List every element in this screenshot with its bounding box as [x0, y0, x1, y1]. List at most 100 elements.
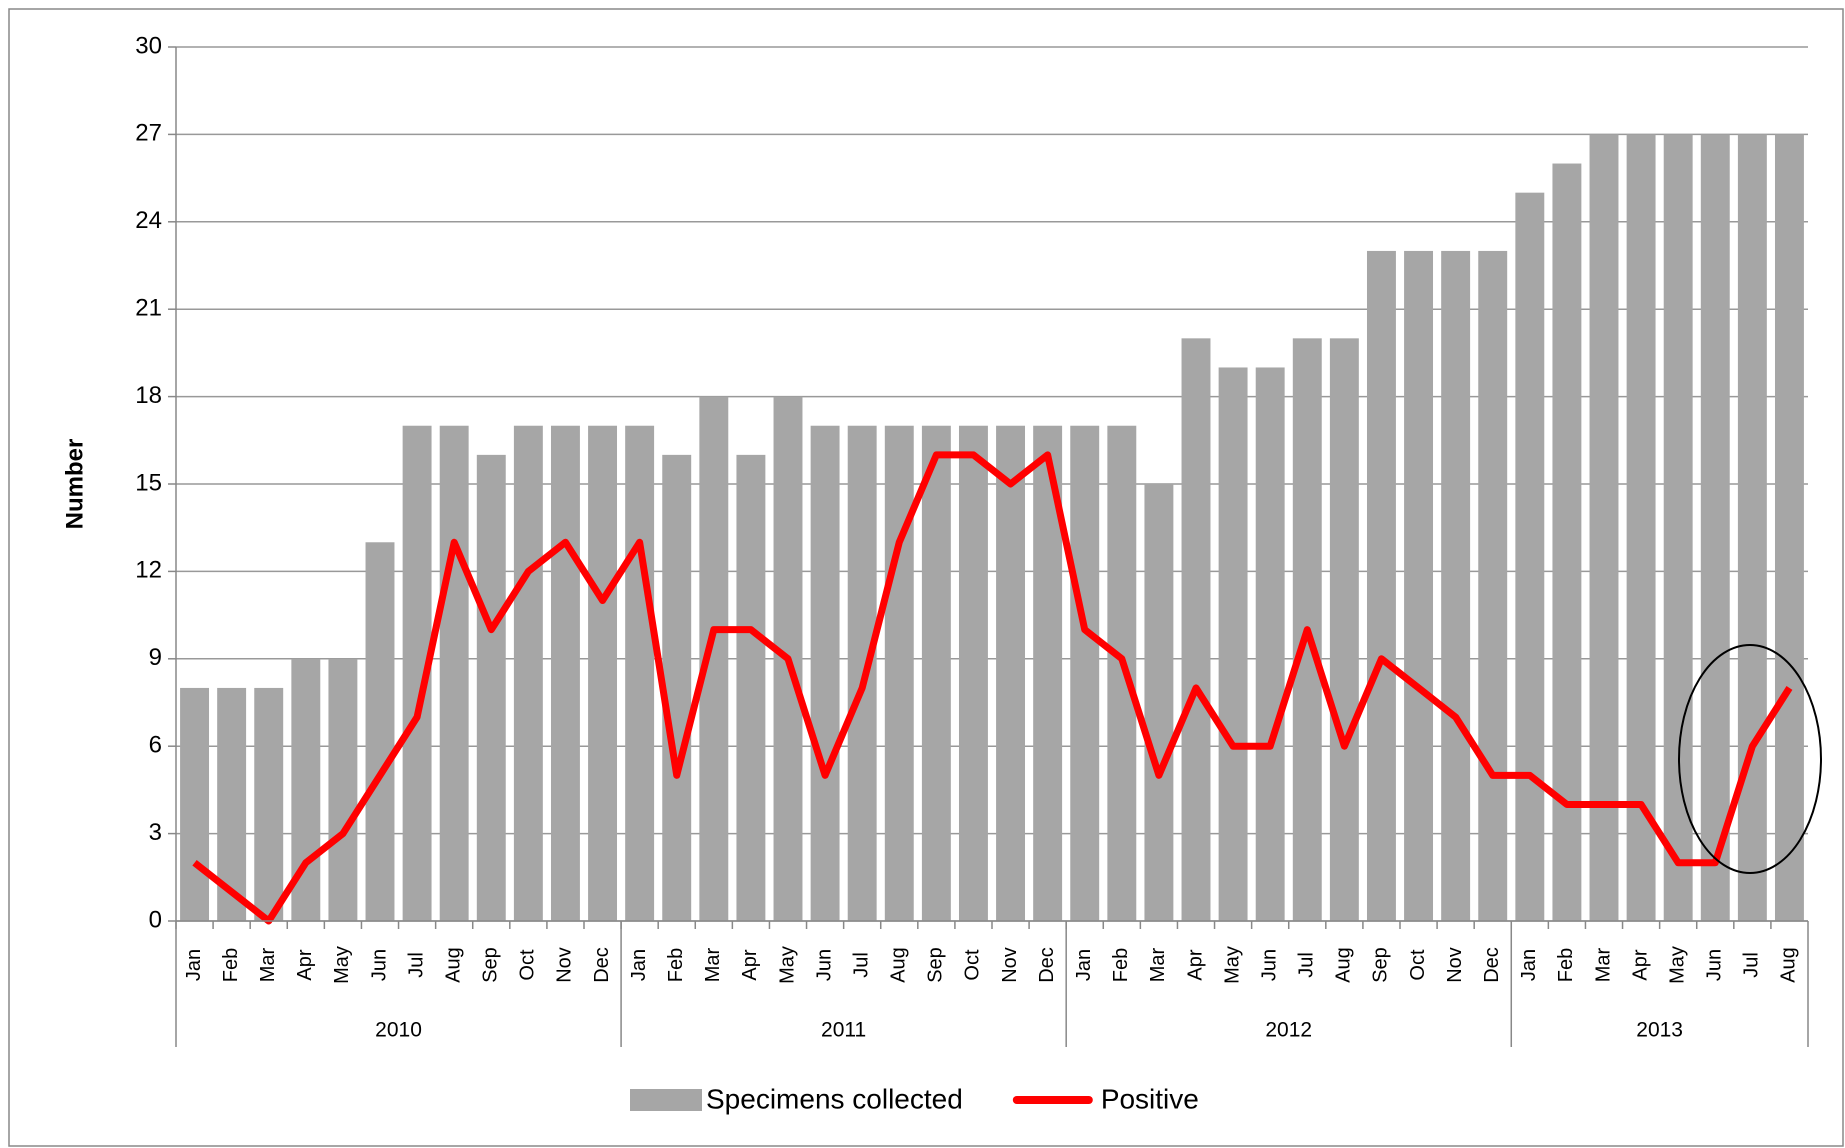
- y-tick-label: 9: [149, 644, 162, 671]
- bar: [1663, 134, 1693, 921]
- bar: [1700, 134, 1730, 921]
- bar: [365, 542, 395, 921]
- bar: [550, 425, 580, 921]
- y-tick-label: 21: [135, 295, 162, 322]
- bar: [513, 425, 543, 921]
- bar: [1107, 425, 1137, 921]
- y-tick-label: 3: [149, 819, 162, 846]
- bar: [180, 687, 210, 921]
- bar: [1589, 134, 1619, 921]
- bar: [1144, 484, 1174, 921]
- bar: [254, 687, 284, 921]
- y-tick-label: 12: [135, 557, 162, 584]
- x-tick-label: Jun: [1704, 949, 1726, 981]
- bar: [588, 425, 618, 921]
- bar: [1255, 367, 1285, 921]
- bar: [1737, 134, 1767, 921]
- x-tick-label: Feb: [220, 948, 242, 982]
- bar: [1218, 367, 1248, 921]
- x-tick-label: Jul: [850, 952, 872, 978]
- bar: [884, 425, 914, 921]
- bar: [625, 425, 655, 921]
- bar: [736, 454, 766, 921]
- x-tick-label: Mar: [257, 947, 279, 982]
- x-tick-label: Jul: [1741, 952, 1763, 978]
- bar: [921, 425, 951, 921]
- y-axis-label: Number: [61, 439, 88, 530]
- x-tick-label: May: [1666, 946, 1688, 984]
- y-tick-label: 15: [135, 469, 162, 496]
- y-tick-label: 18: [135, 382, 162, 409]
- x-tick-label: Jun: [368, 949, 390, 981]
- x-tick-label: Dec: [1481, 947, 1503, 983]
- x-tick-label: Dec: [591, 947, 613, 983]
- bar: [1441, 250, 1471, 921]
- bar: [1329, 338, 1359, 921]
- bar: [847, 425, 877, 921]
- x-tick-label: Nov: [554, 947, 576, 983]
- x-tick-label: Feb: [665, 948, 687, 982]
- x-tick-label: Feb: [1110, 948, 1132, 982]
- x-tick-label: Oct: [1407, 949, 1429, 981]
- x-tick-label: Sep: [925, 947, 947, 983]
- x-tick-label: Sep: [480, 947, 502, 983]
- bar: [662, 454, 692, 921]
- x-tick-label: Jan: [183, 949, 205, 981]
- x-tick-label: Mar: [1592, 947, 1614, 982]
- y-tick-label: 30: [135, 32, 162, 59]
- x-tick-label: Jan: [1073, 949, 1095, 981]
- bar: [1181, 338, 1211, 921]
- bar: [1774, 134, 1804, 921]
- legend-label: Positive: [1101, 1083, 1199, 1114]
- x-tick-label: Jul: [405, 952, 427, 978]
- x-tick-label: Aug: [1333, 947, 1355, 983]
- x-tick-label: Nov: [1444, 947, 1466, 983]
- bar: [1366, 250, 1396, 921]
- x-tick-label: Aug: [1778, 947, 1800, 983]
- group-label: 2010: [375, 1019, 422, 1042]
- group-label: 2011: [821, 1019, 866, 1042]
- x-tick-label: Apr: [739, 949, 761, 980]
- group-label: 2013: [1636, 1019, 1683, 1042]
- x-tick-label: Oct: [962, 949, 984, 981]
- bar: [1626, 134, 1656, 921]
- bar: [958, 425, 988, 921]
- line: [192, 451, 1793, 925]
- x-tick-label: Aug: [442, 947, 464, 983]
- bar: [1515, 192, 1545, 921]
- group-label: 2012: [1265, 1019, 1312, 1042]
- legend-label: Specimens collected: [706, 1083, 963, 1114]
- x-tick-label: Sep: [1370, 947, 1392, 983]
- legend: Specimens collected Positive: [630, 1083, 1199, 1114]
- legend-swatch: [630, 1089, 702, 1111]
- x-tick-label: Mar: [1147, 947, 1169, 982]
- x-tick-label: Apr: [1629, 949, 1651, 980]
- y-tick-label: 0: [149, 906, 162, 933]
- bar: [328, 658, 358, 921]
- x-tick-label: Jan: [628, 949, 650, 981]
- x-tick-label: Jan: [1518, 949, 1540, 981]
- x-tick-label: May: [1221, 946, 1243, 984]
- x-tick-label: Aug: [888, 947, 910, 983]
- y-tick-label: 27: [135, 120, 162, 147]
- x-tick-label: May: [331, 946, 353, 984]
- x-tick-label: Jun: [1258, 949, 1280, 981]
- x-tick-label: May: [776, 946, 798, 984]
- x-tick-label: Jun: [813, 949, 835, 981]
- x-tick-label: Feb: [1555, 948, 1577, 982]
- bar: [996, 425, 1026, 921]
- bar: [1478, 250, 1508, 921]
- x-tick-label: Apr: [1184, 949, 1206, 980]
- x-tick-label: Mar: [702, 947, 724, 982]
- bar: [439, 425, 469, 921]
- bar: [1070, 425, 1100, 921]
- y-tick-label: 24: [135, 207, 162, 234]
- x-tick-label: Jul: [1296, 952, 1318, 978]
- bar: [476, 454, 506, 921]
- highlight-ellipse: [1678, 644, 1822, 874]
- lines: [192, 451, 1793, 925]
- x-axis: Jan Feb Mar Apr May Jun Jul Aug Sep Oct Nov Dec Jan F…: [175, 920, 1809, 1047]
- x-tick-label: Apr: [294, 949, 316, 980]
- bar: [1404, 250, 1434, 921]
